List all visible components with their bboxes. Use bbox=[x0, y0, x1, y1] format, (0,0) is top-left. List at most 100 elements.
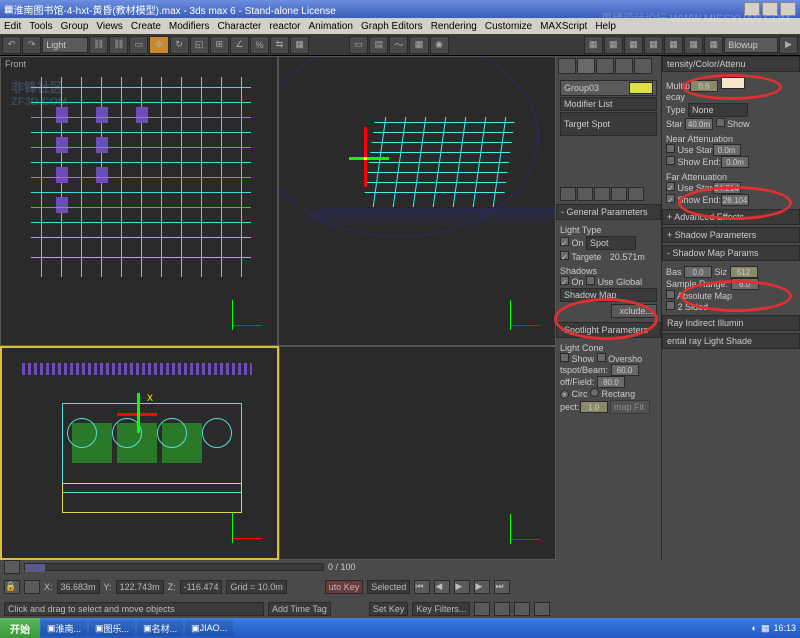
menu-rendering[interactable]: Rendering bbox=[431, 21, 477, 32]
system-tray[interactable]: ◐ ▦ 16:13 bbox=[752, 623, 800, 634]
menu-group[interactable]: Group bbox=[61, 21, 89, 32]
far-start-spinner[interactable]: 24.214 bbox=[713, 182, 741, 194]
adv-effects-header[interactable]: + Advanced Effects bbox=[662, 209, 800, 225]
play-next[interactable]: ▶ bbox=[474, 580, 490, 594]
time-tag[interactable]: Add Time Tag bbox=[268, 602, 331, 616]
rectang-radio[interactable] bbox=[590, 388, 599, 397]
timeline[interactable]: 0 / 100 bbox=[0, 560, 800, 574]
shadows-on-check[interactable] bbox=[560, 276, 569, 285]
overshoot-check[interactable] bbox=[597, 353, 606, 362]
blowup-dropdown[interactable]: Blowup bbox=[724, 37, 778, 53]
decay-start-spinner[interactable]: 40.0m bbox=[685, 118, 713, 130]
general-params-header[interactable]: - General Parameters bbox=[556, 204, 661, 220]
tab-hierarchy[interactable] bbox=[596, 58, 614, 74]
menu-reactor[interactable]: reactor bbox=[269, 21, 300, 32]
nav-pan[interactable] bbox=[474, 602, 490, 616]
circ-radio[interactable] bbox=[560, 390, 569, 399]
near-end-spinner[interactable]: 0.0m bbox=[721, 156, 749, 168]
timeline-track[interactable] bbox=[24, 563, 324, 571]
menu-modifiers[interactable]: Modifiers bbox=[169, 21, 210, 32]
decay-show-check[interactable] bbox=[716, 118, 725, 127]
menu-character[interactable]: Character bbox=[217, 21, 261, 32]
tool-render-last[interactable]: ▦ bbox=[604, 36, 623, 54]
show-end[interactable] bbox=[577, 187, 593, 201]
light-type-dropdown[interactable]: Spot bbox=[586, 236, 636, 250]
mental-ray-header[interactable]: ental ray Light Shade bbox=[662, 333, 800, 349]
timeline-start[interactable] bbox=[4, 560, 20, 574]
tool-viewport-bg[interactable]: ▦ bbox=[644, 36, 663, 54]
shadow-params-header[interactable]: + Shadow Parameters bbox=[662, 227, 800, 243]
tool-redo[interactable]: ↷ bbox=[22, 36, 41, 54]
bias-spinner[interactable]: 0.0 bbox=[684, 266, 712, 278]
nav-min-max[interactable] bbox=[534, 602, 550, 616]
pin-stack[interactable] bbox=[560, 187, 576, 201]
far-use-check[interactable] bbox=[666, 182, 675, 191]
tool-layers[interactable]: ▤ bbox=[369, 36, 388, 54]
tool-mirror[interactable]: ⇆ bbox=[270, 36, 289, 54]
light-color-swatch[interactable] bbox=[721, 77, 745, 89]
tool-quick-render[interactable]: ▦ bbox=[624, 36, 643, 54]
clock[interactable]: 16:13 bbox=[773, 623, 796, 633]
tool-rotate[interactable]: ↻ bbox=[170, 36, 189, 54]
shadow-map-dropdown[interactable]: Shadow Map bbox=[560, 288, 657, 302]
tool-schematic[interactable]: ▦ bbox=[409, 36, 428, 54]
abs-map-check[interactable] bbox=[666, 290, 675, 299]
tool-link[interactable]: ⛓ bbox=[89, 36, 108, 54]
nav-orbit[interactable] bbox=[514, 602, 530, 616]
tool-render-preset[interactable]: ▦ bbox=[684, 36, 703, 54]
two-sided-check[interactable] bbox=[666, 301, 675, 310]
show-cone-check[interactable] bbox=[560, 353, 569, 362]
remove-mod[interactable] bbox=[611, 187, 627, 201]
tool-ram-player[interactable]: ▦ bbox=[704, 36, 723, 54]
exclude-button[interactable]: xclude... bbox=[611, 304, 657, 318]
tray-icon[interactable]: ▦ bbox=[761, 623, 770, 634]
play[interactable]: ▶ bbox=[454, 580, 470, 594]
tab-modify[interactable] bbox=[577, 58, 595, 74]
tab-display[interactable] bbox=[634, 58, 652, 74]
task-item-1[interactable]: ▣ 淮南... bbox=[41, 620, 87, 636]
menu-create[interactable]: Create bbox=[131, 21, 161, 32]
near-start-spinner[interactable]: 0.0m bbox=[713, 144, 741, 156]
task-item-4[interactable]: ▣ JIAO... bbox=[185, 620, 233, 636]
auto-key-button[interactable]: uto Key bbox=[325, 580, 364, 594]
tool-align[interactable]: ▦ bbox=[290, 36, 309, 54]
aspect-spinner[interactable]: 1.0 bbox=[580, 401, 608, 413]
tool-undo[interactable]: ↶ bbox=[2, 36, 21, 54]
tool-named-selection[interactable]: ▭ bbox=[349, 36, 368, 54]
ray-illum-header[interactable]: Ray Indirect Illumin bbox=[662, 315, 800, 331]
tab-create[interactable] bbox=[558, 58, 576, 74]
tool-material[interactable]: ◉ bbox=[430, 36, 449, 54]
object-name[interactable]: Group03 bbox=[560, 80, 657, 96]
far-show-check[interactable] bbox=[666, 194, 675, 203]
set-key-button[interactable]: Set Key bbox=[369, 602, 409, 616]
task-item-2[interactable]: ▣ 图乐... bbox=[89, 620, 135, 636]
key-filters-button[interactable]: Key Filters... bbox=[412, 602, 470, 616]
near-use-check[interactable] bbox=[666, 144, 675, 153]
near-show-check[interactable] bbox=[666, 156, 675, 165]
key-mode[interactable]: Selected bbox=[367, 580, 410, 594]
tool-render-scene[interactable]: ▦ bbox=[584, 36, 603, 54]
nav-zoom[interactable] bbox=[494, 602, 510, 616]
configure[interactable] bbox=[628, 187, 644, 201]
menu-customize[interactable]: Customize bbox=[485, 21, 532, 32]
play-start[interactable]: ⏮ bbox=[414, 580, 430, 594]
light-dropdown[interactable]: Light bbox=[42, 37, 88, 53]
unique[interactable] bbox=[594, 187, 610, 201]
viewport-top[interactable]: X bbox=[0, 346, 279, 560]
viewport-perspective[interactable] bbox=[278, 56, 556, 346]
decay-type-dropdown[interactable]: None bbox=[688, 103, 748, 117]
tool-unlink[interactable]: ⛓ bbox=[109, 36, 128, 54]
shadow-map-params-header[interactable]: - Shadow Map Params bbox=[662, 245, 800, 261]
menu-animation[interactable]: Animation bbox=[309, 21, 353, 32]
spotlight-params-header[interactable]: -Spotlight Parameters bbox=[556, 322, 661, 338]
selection-lock[interactable] bbox=[24, 580, 40, 594]
targeted-check[interactable] bbox=[560, 251, 569, 260]
start-button[interactable]: 开始 bbox=[0, 618, 40, 638]
tool-percent-snap[interactable]: % bbox=[250, 36, 269, 54]
tool-angle-snap[interactable]: ∠ bbox=[230, 36, 249, 54]
bitmap-fit-button[interactable]: map Fit bbox=[610, 400, 650, 414]
tool-safe-frame[interactable]: ▦ bbox=[664, 36, 683, 54]
intensity-header[interactable]: tensity/Color/Attenu bbox=[662, 56, 800, 72]
viewport-front[interactable]: Front 非锋社区 ZF3D.COM bbox=[0, 56, 278, 346]
play-end[interactable]: ⏭ bbox=[494, 580, 510, 594]
